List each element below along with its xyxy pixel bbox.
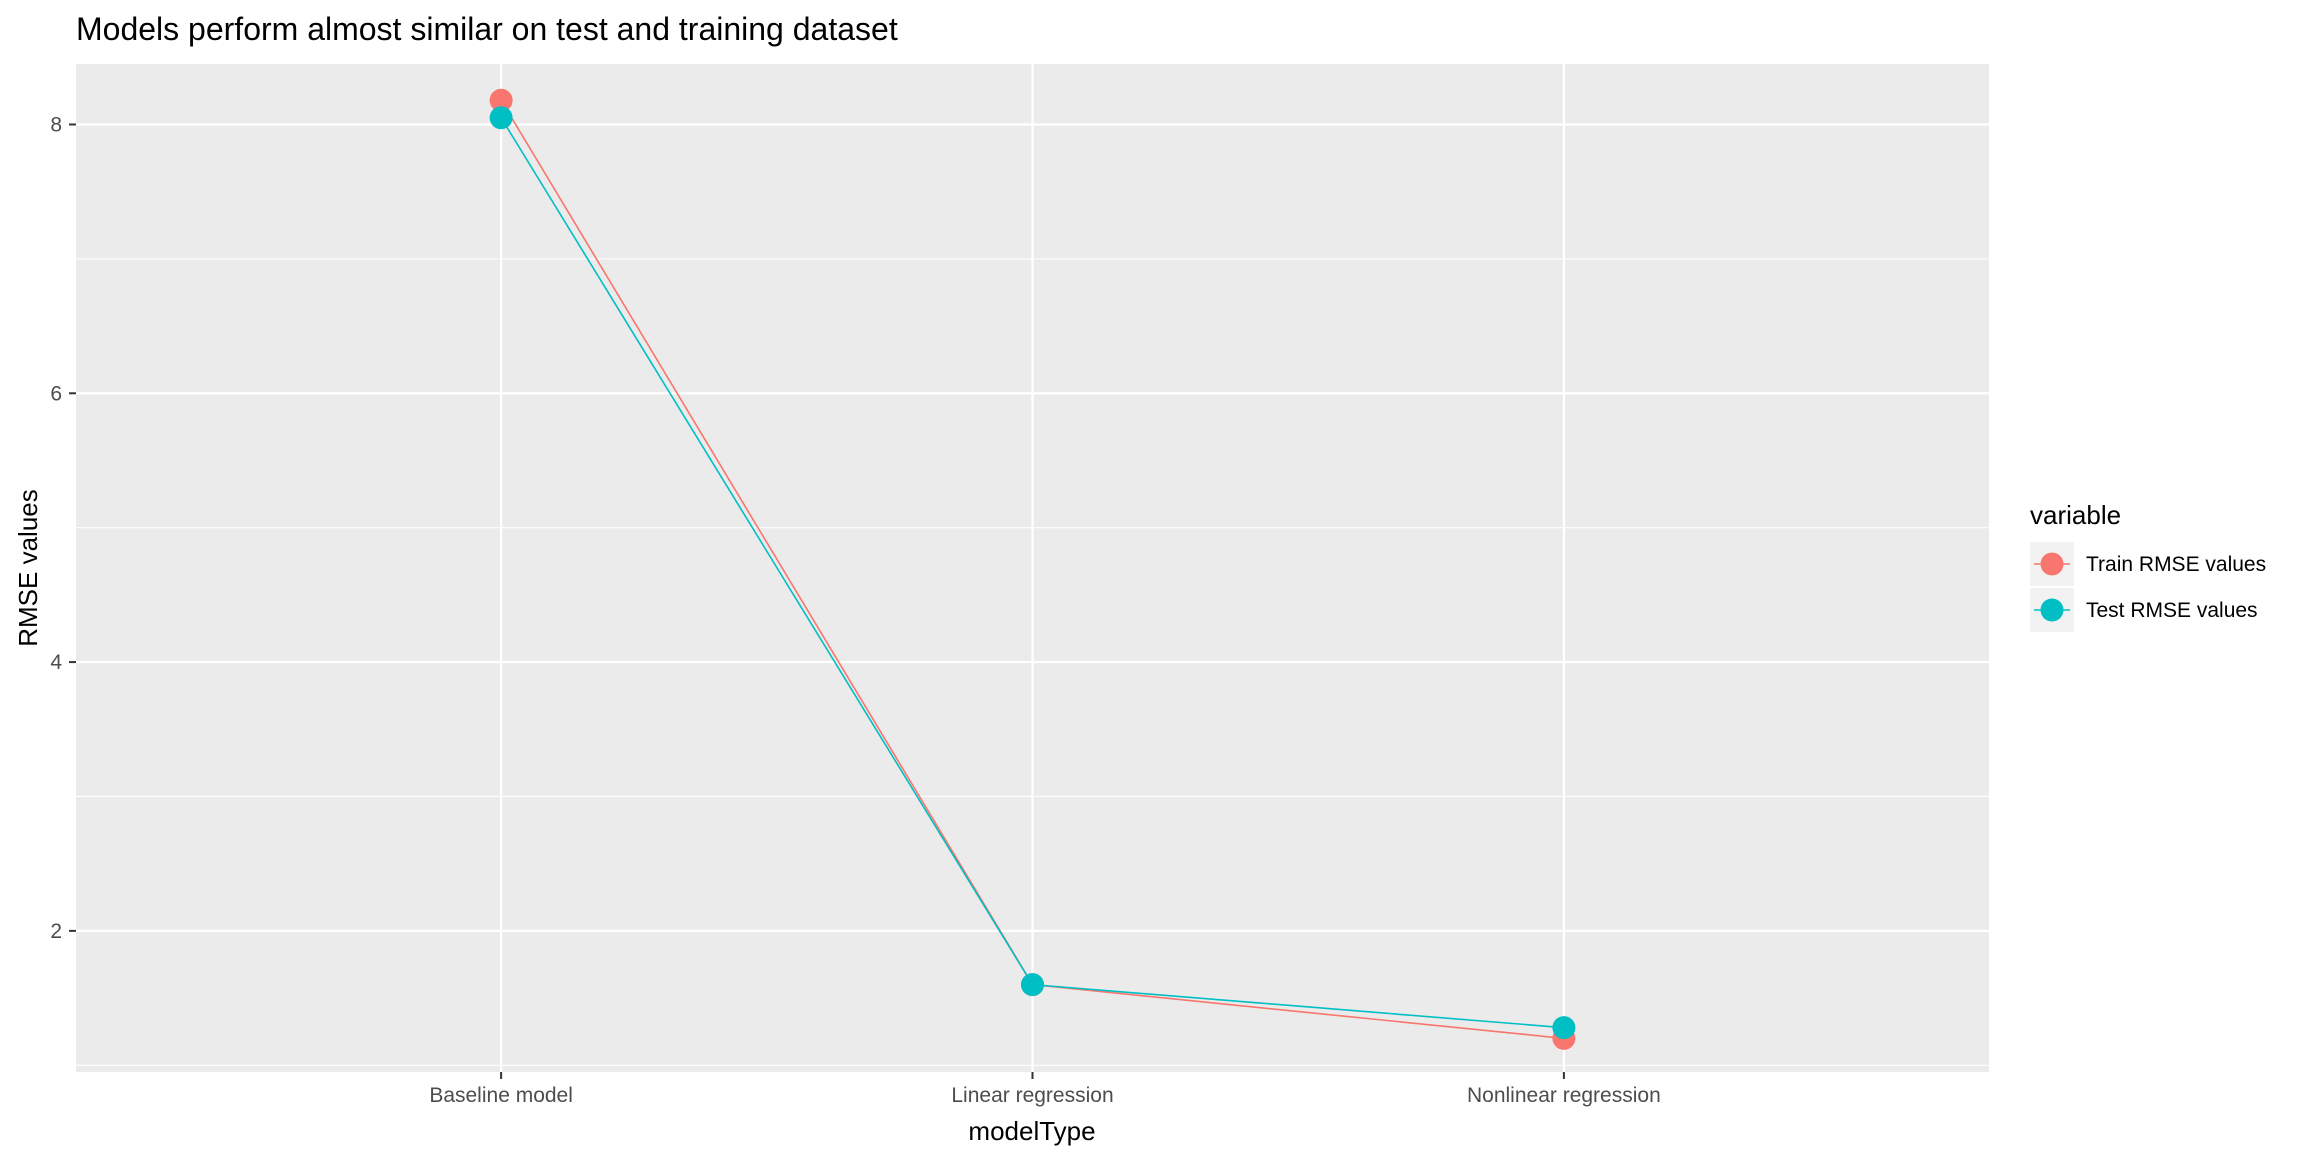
data-point xyxy=(1021,973,1044,997)
legend-label: Train RMSE values xyxy=(2086,553,2266,576)
x-tick-label: Nonlinear regression xyxy=(1467,1084,1661,1107)
y-axis-title: RMSE values xyxy=(13,489,43,647)
legend: variable Train RMSE values Test RMSE valu… xyxy=(2030,500,2266,632)
legend-key-point xyxy=(2040,552,2064,576)
x-tick-label: Linear regression xyxy=(951,1084,1113,1107)
axes: 2 4 6 8 Baseline model Linear regression Nonli… xyxy=(50,113,1660,1107)
data-point xyxy=(489,88,513,112)
legend-key-point xyxy=(2040,598,2064,622)
x-axis-title: modelType xyxy=(968,1116,1095,1146)
y-tick-label: 4 xyxy=(50,651,62,674)
x-tick-label: Baseline model xyxy=(429,1084,573,1107)
data-point xyxy=(489,106,513,130)
data-point xyxy=(1552,1016,1576,1040)
y-tick-label: 6 xyxy=(50,382,62,405)
grid-lines xyxy=(76,64,1989,1072)
y-tick-label: 2 xyxy=(50,920,62,943)
y-tick-label: 8 xyxy=(50,113,62,136)
legend-label: Test RMSE values xyxy=(2086,599,2258,622)
series-layer xyxy=(489,88,1576,1050)
legend-title: variable xyxy=(2030,500,2121,530)
chart-title: Models perform almost similar on test an… xyxy=(76,11,898,47)
